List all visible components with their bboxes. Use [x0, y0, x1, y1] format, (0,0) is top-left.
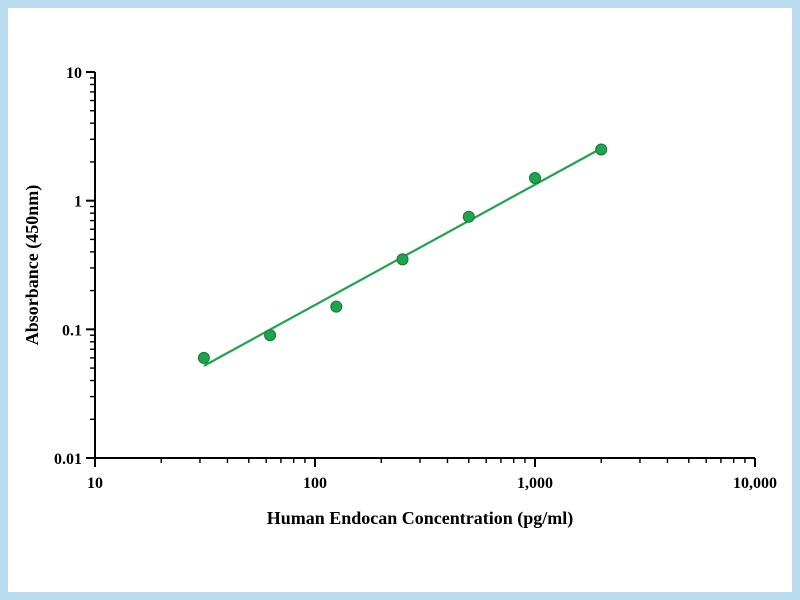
data-point: [396, 253, 409, 266]
data-point: [264, 329, 277, 342]
data-point: [529, 172, 541, 185]
data-point: [595, 143, 608, 156]
x-axis-title: Human Endocan Concentration (pg/ml): [267, 508, 574, 529]
data-point: [462, 210, 475, 223]
x-tick-label: 10: [87, 475, 103, 492]
y-tick-label: 0.1: [62, 322, 82, 339]
y-tick-label: 10: [66, 65, 82, 82]
x-tick-label: 100: [303, 475, 327, 492]
standard-curve-chart: 10 1 0.1 0.01 10 100 1,000 10,000 Human Endocan…: [22, 65, 777, 529]
y-tick-label: 1: [74, 194, 82, 211]
x-tick-label: 10,000: [733, 475, 777, 492]
y-tick-label: 0.01: [54, 451, 82, 468]
data-point: [330, 300, 343, 313]
x-tick-label: 1,000: [517, 475, 553, 492]
data-point: [197, 351, 210, 364]
y-axis-title: Absorbance (450nm): [22, 185, 43, 346]
plot-area: 10 1 0.1 0.01 10 100 1,000 10,000: [54, 65, 777, 492]
